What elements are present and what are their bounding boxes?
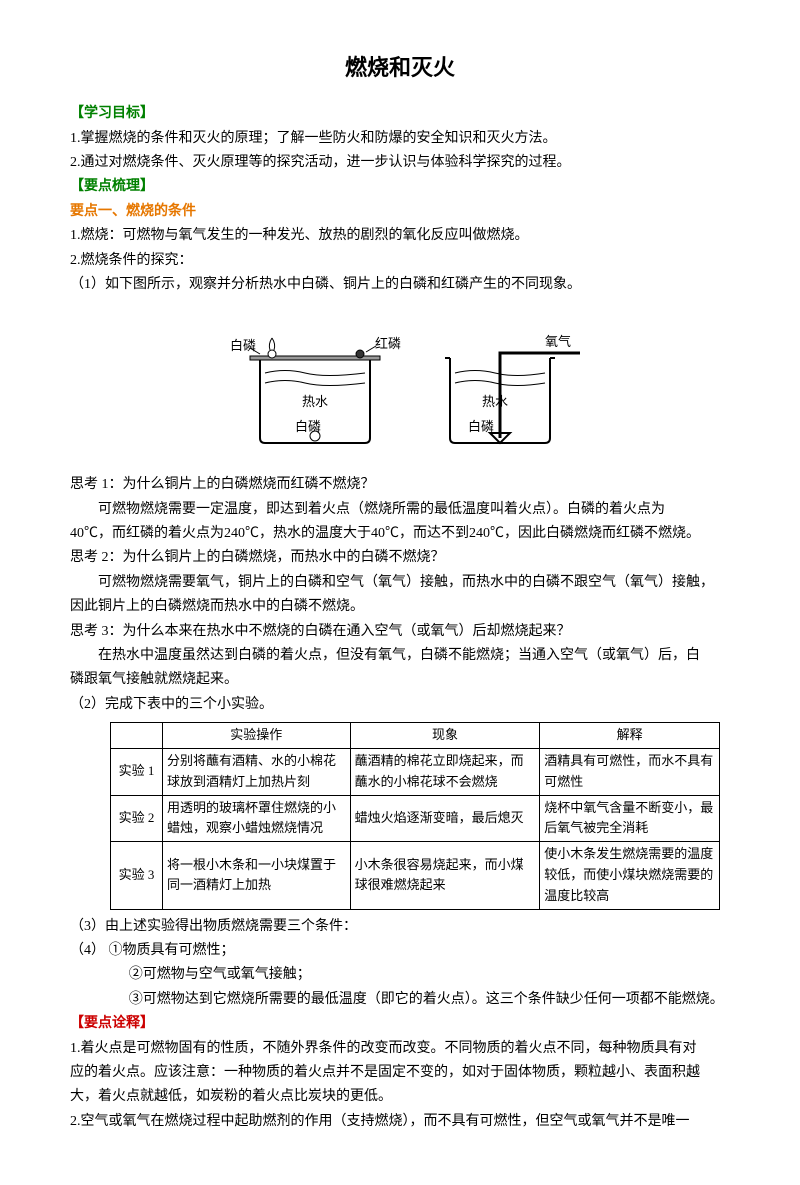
- label-hot-water-1: 热水: [302, 394, 328, 409]
- explain-1-line1: 1.着火点是可燃物固有的性质，不随外界条件的改变而改变。不同物质的着火点不同，每…: [70, 1038, 730, 1060]
- cell-exp3-label: 实验 3: [111, 842, 163, 909]
- cell-exp3-expl: 使小木条发生燃烧需要的温度较低，而使小煤块燃烧需要的温度比较高: [540, 842, 720, 909]
- experiment-diagram: 白磷 红磷 热水 白磷 热水 氧气 白磷: [70, 308, 730, 458]
- conclusion-3: （3）由上述实验得出物质燃烧需要三个条件：: [70, 916, 730, 938]
- explain-1-line3: 大，着火点就越低，如炭粉的着火点比炭块的更低。: [70, 1086, 730, 1108]
- label-white-p-bottom-2: 白磷: [468, 419, 494, 434]
- conclusion-4-2: ②可燃物与空气或氧气接触；: [70, 964, 730, 986]
- table-header-row: 实验操作 现象 解释: [111, 723, 720, 749]
- label-oxygen: 氧气: [545, 334, 571, 349]
- table-row: 实验 3 将一根小木条和一小块煤置于同一酒精灯上加热 小木条很容易烧起来，而小煤…: [111, 842, 720, 909]
- label-white-p-bottom-1: 白磷: [295, 419, 321, 434]
- section-points-summary: 【要点梳理】: [70, 176, 730, 198]
- cell-exp2-label: 实验 2: [111, 795, 163, 842]
- think-2-a-line1: 可燃物燃烧需要氧气，铜片上的白磷和空气（氧气）接触，而热水中的白磷不跟空气（氧气…: [70, 572, 730, 594]
- para-combustion-def: 1.燃烧：可燃物与氧气发生的一种发光、放热的剧烈的氧化反应叫做燃烧。: [70, 225, 730, 247]
- table-intro: （2）完成下表中的三个小实验。: [70, 694, 730, 716]
- cell-exp1-expl: 酒精具有可燃性，而水不具有可燃性: [540, 749, 720, 796]
- cell-exp3-op: 将一根小木条和一小块煤置于同一酒精灯上加热: [162, 842, 350, 909]
- main-title: 燃烧和灭火: [70, 50, 730, 85]
- think-2-a-line2: 因此铜片上的白磷燃烧而热水中的白磷不燃烧。: [70, 596, 730, 618]
- think-1-q: 思考 1：为什么铜片上的白磷燃烧而红磷不燃烧？: [70, 474, 730, 496]
- conclusion-4-3: ③可燃物达到它燃烧所需要的最低温度（即它的着火点）。这三个条件缺少任何一项都不能…: [70, 989, 730, 1011]
- header-phenomenon: 现象: [350, 723, 540, 749]
- section-learning-objectives: 【学习目标】: [70, 103, 730, 125]
- point-1-header: 要点一、燃烧的条件: [70, 201, 730, 223]
- explain-1-line2: 应的着火点。应该注意：一种物质的着火点并不是固定不变的，如对于固体物质，颗粒越小…: [70, 1062, 730, 1084]
- experiments-table: 实验操作 现象 解释 实验 1 分别将蘸有酒精、水的小棉花球放到酒精灯上加热片刻…: [110, 722, 720, 909]
- label-red-p: 红磷: [375, 336, 401, 351]
- table-row: 实验 1 分别将蘸有酒精、水的小棉花球放到酒精灯上加热片刻 蘸酒精的棉花立即烧起…: [111, 749, 720, 796]
- cell-exp2-op: 用透明的玻璃杯罩住燃烧的小蜡烛，观察小蜡烛燃烧情况: [162, 795, 350, 842]
- section-points-explain: 【要点诠释】: [70, 1013, 730, 1035]
- para-combustion-cond: 2.燃烧条件的探究：: [70, 250, 730, 272]
- cell-exp3-phen: 小木条很容易烧起来，而小煤球很难燃烧起来: [350, 842, 540, 909]
- think-3-a-line2: 磷跟氧气接触就燃烧起来。: [70, 669, 730, 691]
- cell-exp1-phen: 蘸酒精的棉花立即烧起来，而蘸水的小棉花球不会燃烧: [350, 749, 540, 796]
- think-1-a-line2: 40℃，而红磷的着火点为240℃，热水的温度大于40℃，而达不到240℃，因此白…: [70, 523, 730, 545]
- cell-exp1-op: 分别将蘸有酒精、水的小棉花球放到酒精灯上加热片刻: [162, 749, 350, 796]
- header-explanation: 解释: [540, 723, 720, 749]
- header-empty: [111, 723, 163, 749]
- cell-exp2-expl: 烧杯中氧气含量不断变小，最后氧气被完全消耗: [540, 795, 720, 842]
- para-exp-intro: （1）如下图所示，观察并分析热水中白磷、铜片上的白磷和红磷产生的不同现象。: [70, 274, 730, 296]
- think-3-q: 思考 3：为什么本来在热水中不燃烧的白磷在通入空气（或氧气）后却燃烧起来？: [70, 621, 730, 643]
- learning-item-2: 2.通过对燃烧条件、灭火原理等的探究活动，进一步认识与体验科学探究的过程。: [70, 152, 730, 174]
- think-2-q: 思考 2：为什么铜片上的白磷燃烧，而热水中的白磷不燃烧？: [70, 547, 730, 569]
- cell-exp1-label: 实验 1: [111, 749, 163, 796]
- think-1-a-line1: 可燃物燃烧需要一定温度，即达到着火点（燃烧所需的最低温度叫着火点）。白磷的着火点…: [70, 499, 730, 521]
- explain-2: 2.空气或氧气在燃烧过程中起助燃剂的作用（支持燃烧），而不具有可燃性，但空气或氧…: [70, 1111, 730, 1133]
- learning-item-1: 1.掌握燃烧的条件和灭火的原理；了解一些防火和防爆的安全知识和灭火方法。: [70, 128, 730, 150]
- label-hot-water-2: 热水: [482, 394, 508, 409]
- header-operation: 实验操作: [162, 723, 350, 749]
- table-row: 实验 2 用透明的玻璃杯罩住燃烧的小蜡烛，观察小蜡烛燃烧情况 蜡烛火焰逐渐变暗，…: [111, 795, 720, 842]
- conclusion-4-1: （4） ①物质具有可燃性；: [70, 940, 730, 962]
- document-page: 燃烧和灭火 【学习目标】 1.掌握燃烧的条件和灭火的原理；了解一些防火和防爆的安…: [0, 0, 800, 1185]
- cell-exp2-phen: 蜡烛火焰逐渐变暗，最后熄灭: [350, 795, 540, 842]
- think-3-a-line1: 在热水中温度虽然达到白磷的着火点，但没有氧气，白磷不能燃烧；当通入空气（或氧气）…: [70, 645, 730, 667]
- label-white-p-top: 白磷: [230, 338, 256, 353]
